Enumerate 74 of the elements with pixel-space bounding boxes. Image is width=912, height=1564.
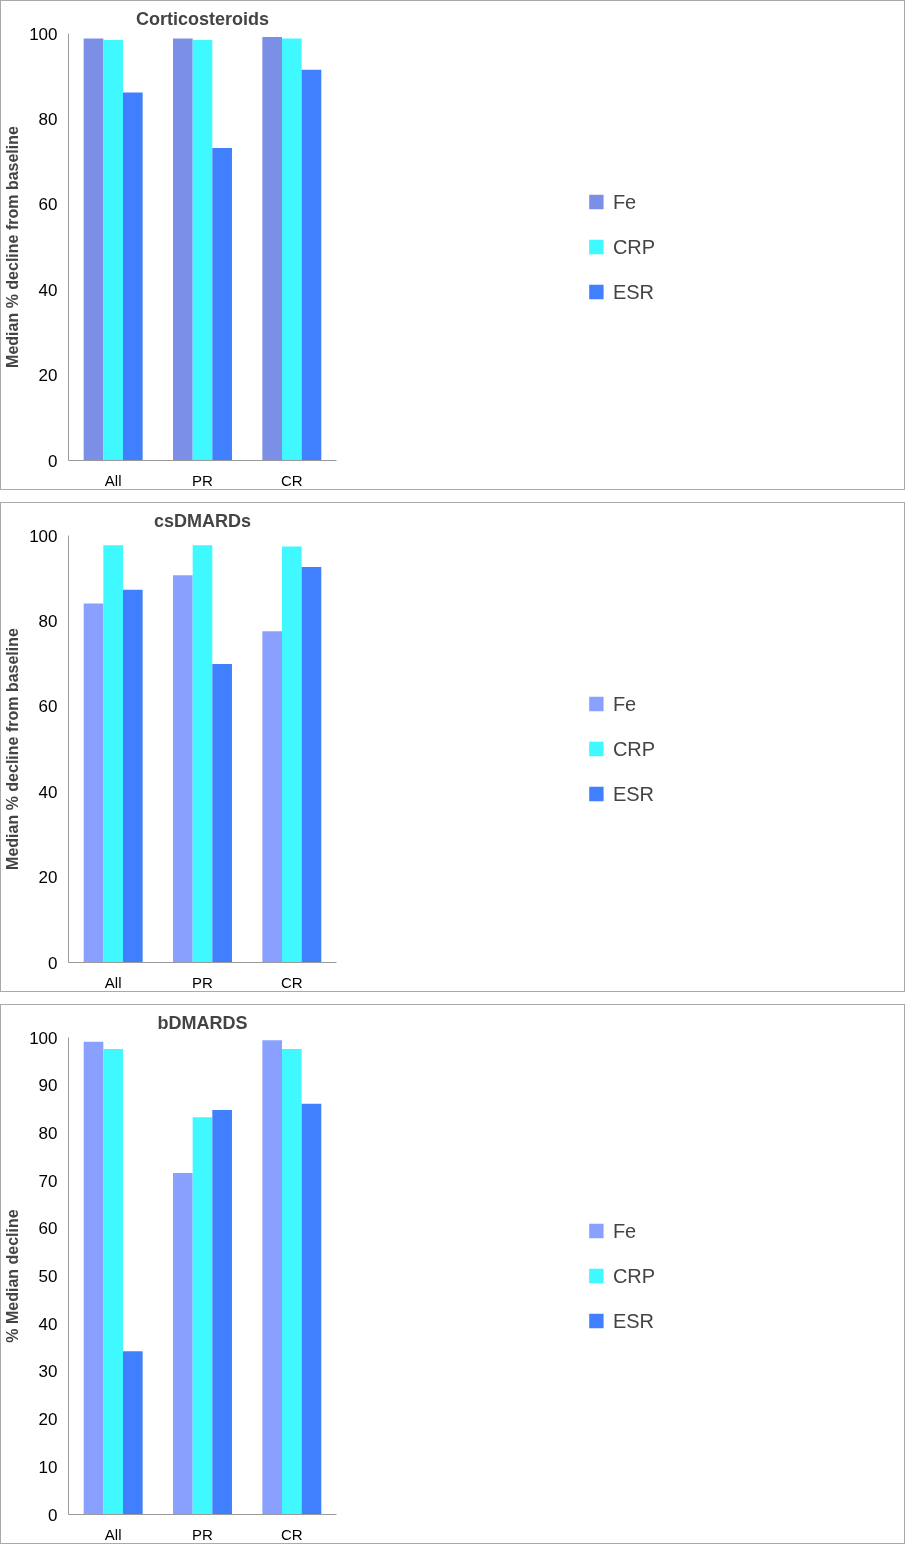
y-axis-title: % Median decline (4, 1209, 22, 1343)
legend-label: Fe (612, 190, 637, 213)
bar (173, 1172, 193, 1515)
bar (103, 39, 123, 461)
y-axis-title: Median % decline from baseline (4, 627, 22, 870)
x-tick-label: All (104, 1525, 122, 1543)
y-tick-label: 60 (38, 195, 58, 215)
bar (301, 567, 322, 963)
chart-title: bDMARDS (157, 1012, 248, 1033)
x-tick-label: PR (192, 973, 214, 991)
bar (173, 38, 193, 461)
bar (212, 147, 232, 461)
legend-label: ESR (612, 782, 655, 805)
bar (212, 664, 232, 963)
legend-label: CRP (612, 235, 656, 258)
bar (103, 1048, 123, 1515)
y-tick-label: 20 (38, 1410, 58, 1430)
legend-label: CRP (612, 737, 656, 760)
bar (282, 38, 302, 461)
legend-label: ESR (612, 1309, 655, 1332)
bar (282, 546, 302, 963)
y-tick-label: 40 (38, 1314, 58, 1334)
y-tick-label: 80 (38, 109, 58, 129)
legend-label: CRP (612, 1264, 656, 1287)
y-tick-label: 80 (38, 1123, 58, 1143)
y-tick-label: 100 (29, 24, 58, 44)
legend-label: Fe (612, 692, 637, 715)
bar (83, 1041, 104, 1515)
y-tick-label: 30 (38, 1362, 58, 1382)
y-tick-label: 70 (38, 1171, 58, 1191)
y-tick-label: 100 (29, 1028, 58, 1048)
bar (83, 603, 104, 963)
legend-label: Fe (612, 1219, 637, 1242)
chart-title: Corticosteroids (135, 8, 270, 29)
bar (262, 631, 283, 963)
x-tick-label: All (104, 973, 122, 991)
chart-title: csDMARDs (153, 510, 252, 531)
y-tick-label: 10 (38, 1457, 58, 1477)
y-tick-label: 50 (38, 1267, 58, 1286)
y-tick-label: 20 (38, 366, 58, 386)
bar (192, 1117, 213, 1515)
bar (301, 1103, 322, 1515)
bar (122, 92, 143, 461)
bar (192, 39, 213, 461)
bar (262, 1040, 283, 1515)
bar (282, 1048, 302, 1515)
y-tick-label: 60 (38, 1219, 58, 1239)
legend-label: ESR (612, 280, 655, 303)
bar (83, 38, 104, 461)
bar (103, 545, 123, 963)
x-tick-label: CR (281, 973, 303, 991)
x-tick-label: PR (192, 1525, 214, 1543)
bar (301, 69, 322, 461)
bar (122, 589, 143, 963)
bar (262, 36, 283, 461)
bar (173, 575, 193, 963)
y-tick-label: 80 (38, 611, 58, 631)
bar (212, 1110, 232, 1515)
y-tick-label: 100 (29, 526, 58, 546)
bar (192, 545, 213, 963)
y-tick-label: 0 (48, 451, 58, 471)
y-tick-label: 0 (48, 953, 58, 973)
y-tick-label: 0 (48, 1505, 58, 1525)
y-tick-label: 60 (38, 697, 58, 717)
y-tick-label: 40 (38, 782, 58, 802)
bar (122, 1351, 143, 1515)
x-tick-label: PR (192, 471, 214, 489)
x-tick-label: All (104, 471, 122, 489)
y-tick-label: 90 (38, 1076, 58, 1096)
x-tick-label: CR (281, 1525, 303, 1543)
y-tick-label: 20 (38, 868, 58, 888)
y-tick-label: 40 (38, 280, 58, 300)
y-axis-title: Median % decline from baseline (4, 125, 22, 368)
x-tick-label: CR (281, 471, 303, 489)
